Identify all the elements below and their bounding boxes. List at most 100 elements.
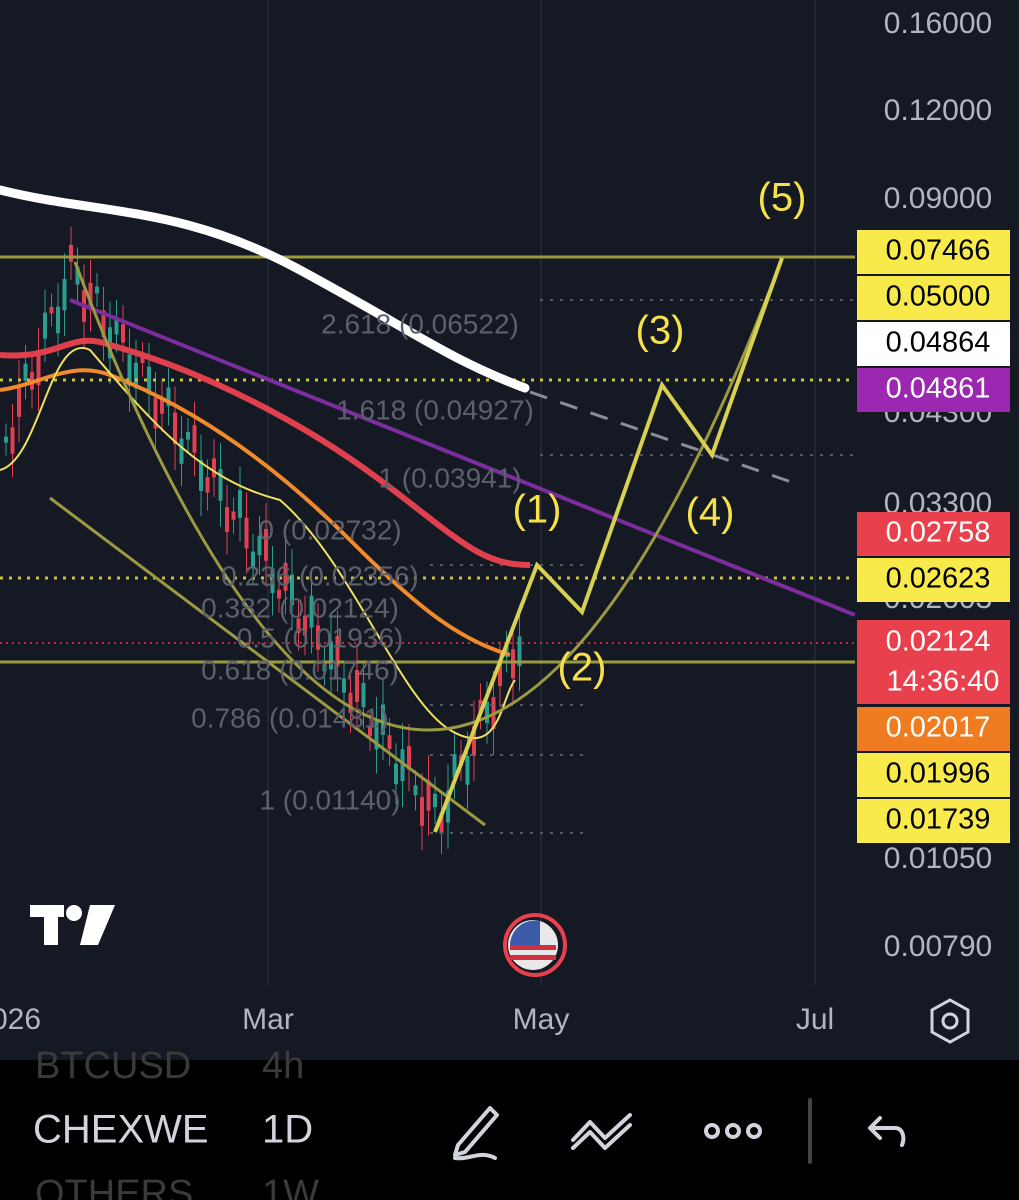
candle-body <box>166 387 171 407</box>
candle-body <box>23 363 28 381</box>
candle-body <box>465 755 470 785</box>
candle-body <box>205 477 210 493</box>
candle-body <box>69 244 73 262</box>
wave-label: (2) <box>558 646 607 690</box>
candle-body <box>49 306 54 314</box>
candle-body <box>439 812 444 834</box>
candle-body <box>62 279 67 311</box>
candle-body <box>361 683 366 708</box>
candle-body <box>472 725 476 756</box>
candle-body <box>478 699 483 713</box>
fib-label: 1.618 (0.04927) <box>336 394 534 425</box>
candle-body <box>36 353 41 386</box>
candle-body <box>153 397 158 429</box>
tag-bg <box>857 620 1010 704</box>
price-tag: 0.07466 <box>886 235 991 267</box>
fib-label: 1 (0.01140) <box>259 784 400 815</box>
price-tags: 0.07466 0.05000 0.04864 0.04861 0.02758 … <box>857 230 1010 843</box>
more-icon[interactable] <box>704 1123 762 1139</box>
time-label: Jul <box>796 1003 834 1036</box>
candle-body <box>17 385 21 417</box>
tag-bg <box>857 368 1010 412</box>
candle-body <box>355 670 359 702</box>
candle-body <box>75 266 80 285</box>
symbol[interactable]: CHEXWE <box>33 1108 209 1152</box>
ma-yellow <box>0 346 516 740</box>
candle-body <box>316 625 320 650</box>
ma-white <box>0 185 530 393</box>
price-label: 0.12000 <box>884 94 992 127</box>
wedge-line <box>49 496 486 827</box>
settings-icon[interactable] <box>930 998 970 1044</box>
tv-logo <box>30 905 115 945</box>
fib-label: 1 (0.03941) <box>378 462 521 493</box>
candle-body <box>296 618 301 634</box>
candle-body <box>420 797 424 826</box>
interval[interactable]: 1W <box>262 1173 319 1200</box>
lines-icon[interactable] <box>571 1113 632 1150</box>
toolbar <box>0 1060 1019 1200</box>
fade <box>210 1095 250 1200</box>
candle-body <box>322 662 327 672</box>
wave-label: (1) <box>513 488 562 532</box>
candle-body <box>413 785 418 796</box>
tag-bg <box>857 753 1010 797</box>
time-label: 026 <box>0 1003 41 1036</box>
time-label: May <box>513 1003 570 1036</box>
candle-body <box>394 763 398 785</box>
price-tag: 0.01739 <box>886 804 991 836</box>
price-label: 0.01050 <box>884 842 992 875</box>
tag-bg <box>857 276 1010 320</box>
fib-label: 0 (0.02732) <box>258 514 401 545</box>
symbol[interactable]: OTHERS <box>35 1173 193 1200</box>
candle-body <box>309 595 314 628</box>
price-tag: 0.02017 <box>886 712 991 744</box>
candle-body <box>270 568 275 594</box>
tag-bg <box>857 799 1010 843</box>
candle-body <box>147 366 151 394</box>
candle-body <box>192 425 197 453</box>
candle-body <box>329 641 333 670</box>
ma-projection <box>529 390 801 487</box>
candle-body <box>4 436 8 443</box>
price-label: 0.00790 <box>884 930 992 963</box>
candle-body <box>387 735 392 750</box>
draw-icon[interactable] <box>453 1106 499 1161</box>
candle-body <box>114 318 119 335</box>
candle-body <box>368 726 372 737</box>
candle-body <box>452 754 457 778</box>
interval[interactable]: 1D <box>262 1108 313 1152</box>
tag-bg <box>857 230 1010 274</box>
candle-body <box>140 355 145 364</box>
symbol[interactable]: BTCUSD <box>35 1045 191 1087</box>
fib-label: 2.618 (0.06522) <box>321 308 519 339</box>
candle-body <box>95 286 99 294</box>
ma-orange <box>0 368 511 657</box>
wave-label: (4) <box>686 491 735 535</box>
candle-body <box>426 780 431 811</box>
grid <box>267 0 816 985</box>
fib-label: 0.786 (0.01481) <box>191 702 389 733</box>
candle-body <box>218 469 223 501</box>
candle-body <box>433 793 437 808</box>
wave-path <box>433 257 784 833</box>
candle-body <box>342 678 346 693</box>
interval[interactable]: 4h <box>262 1045 304 1087</box>
candle-body <box>446 790 450 823</box>
candle-body <box>303 615 307 636</box>
tag-bg <box>857 322 1010 366</box>
candle-body <box>290 574 294 606</box>
price-tag: 0.05000 <box>886 281 991 313</box>
candle-body <box>335 635 340 667</box>
price-tag: 0.02758 <box>886 517 991 549</box>
ma-red <box>0 337 531 568</box>
wave-label: (5) <box>758 176 807 220</box>
candle-body <box>134 362 138 389</box>
candle-body <box>504 646 509 657</box>
candle-body <box>173 412 177 445</box>
undo-icon[interactable] <box>868 1116 906 1147</box>
flag-icon[interactable] <box>503 913 567 977</box>
price-tag: 0.04861 <box>886 373 991 405</box>
